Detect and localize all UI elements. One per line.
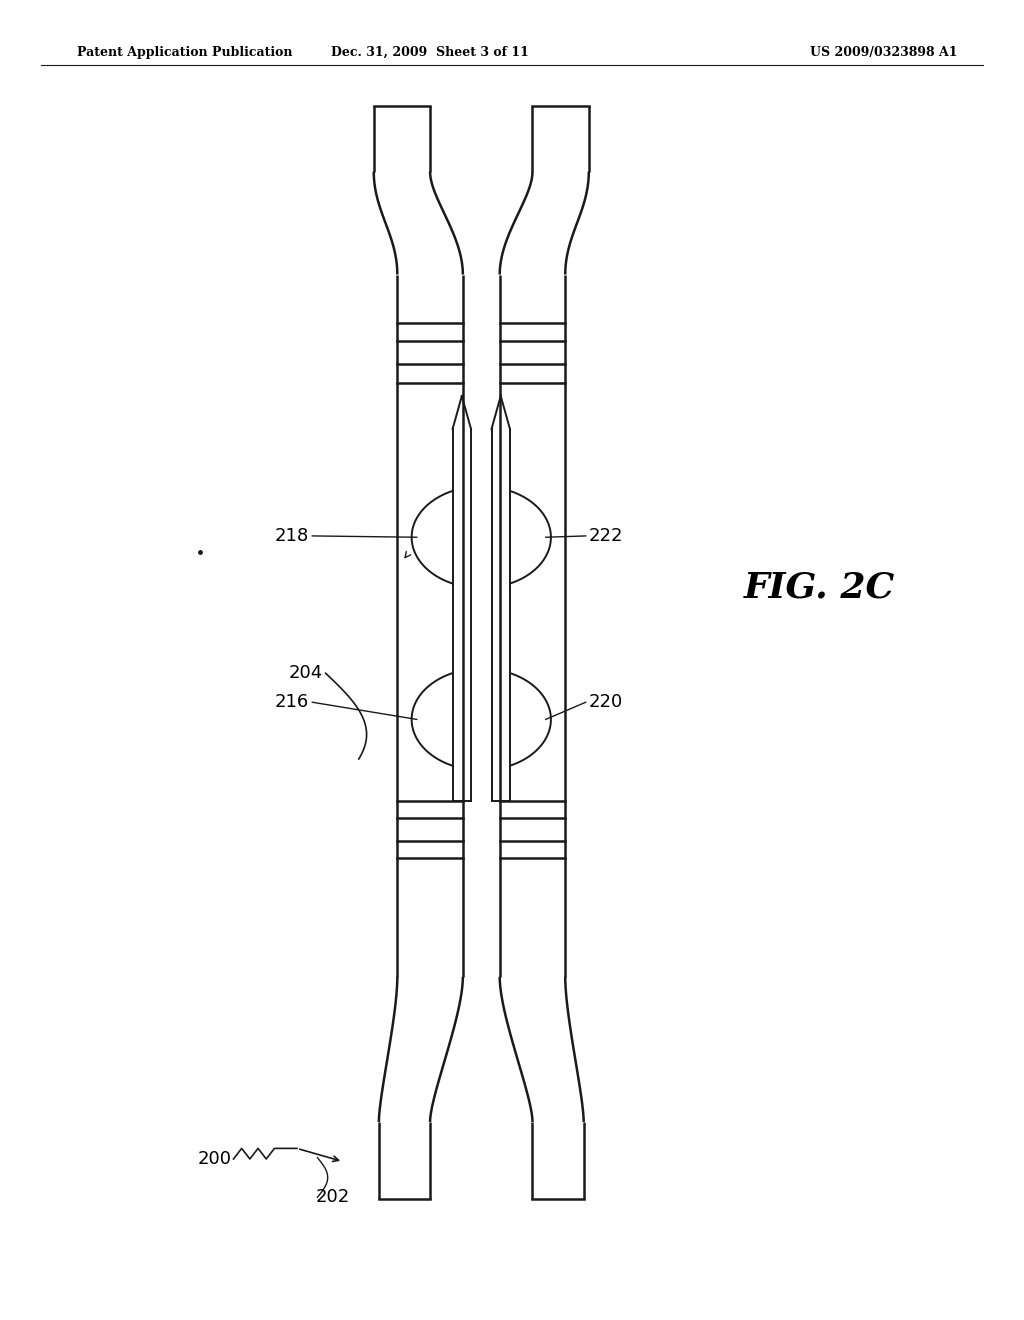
Text: 218: 218	[275, 527, 309, 545]
Text: Dec. 31, 2009  Sheet 3 of 11: Dec. 31, 2009 Sheet 3 of 11	[331, 46, 529, 59]
Text: FIG. 2C: FIG. 2C	[743, 570, 895, 605]
Text: 202: 202	[315, 1188, 349, 1206]
Text: US 2009/0323898 A1: US 2009/0323898 A1	[810, 46, 957, 59]
Text: 220: 220	[589, 693, 623, 711]
Text: 216: 216	[275, 693, 309, 711]
Text: 222: 222	[589, 527, 624, 545]
Text: Patent Application Publication: Patent Application Publication	[77, 46, 292, 59]
Text: 200: 200	[198, 1150, 231, 1168]
Text: 204: 204	[289, 664, 323, 682]
